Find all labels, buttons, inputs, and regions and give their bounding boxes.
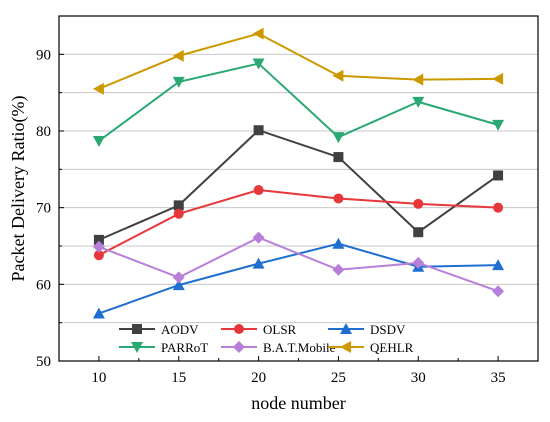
y-tick-label: 70: [36, 201, 51, 217]
x-tick-label: 30: [411, 370, 426, 386]
data-point: [332, 237, 345, 249]
legend-item: B.A.T.Mobile: [221, 340, 336, 355]
data-point: [413, 198, 424, 209]
data-point: [492, 72, 504, 85]
series-line: [98, 32, 499, 90]
series-olsr: [93, 185, 504, 261]
legend-item: OLSR: [221, 322, 297, 337]
series-aodv: [93, 125, 504, 245]
data-point: [333, 152, 344, 163]
legend-label: B.A.T.Mobile: [263, 340, 336, 355]
y-tick-label: 60: [36, 277, 51, 293]
data-point: [333, 193, 344, 204]
data-point: [252, 231, 265, 244]
data-point: [93, 234, 104, 245]
legend-item: AODV: [119, 322, 199, 337]
data-point: [332, 263, 345, 276]
x-tick-label: 25: [331, 370, 346, 386]
data-point: [172, 76, 185, 88]
legend-marker: [132, 324, 142, 334]
series-line: [98, 62, 499, 142]
legend-label: QEHLR: [370, 340, 414, 355]
data-point: [492, 285, 505, 298]
data-point: [92, 82, 104, 95]
data-point: [492, 119, 505, 131]
y-tick-label: 50: [36, 354, 51, 370]
series-qehlr: [92, 27, 504, 95]
series-line: [98, 129, 499, 241]
data-point: [253, 125, 264, 136]
legend-item: PARRoT: [119, 340, 208, 355]
data-point: [253, 185, 264, 196]
x-tick-label: 15: [171, 370, 186, 386]
data-point: [252, 27, 264, 40]
series-parrot: [92, 58, 505, 147]
data-point: [413, 227, 424, 238]
grid-lines: [59, 53, 538, 324]
legend-marker: [340, 323, 352, 334]
series-layer: [92, 27, 505, 319]
legend-item: DSDV: [328, 322, 406, 337]
y-tick-label: 80: [36, 124, 51, 140]
x-tick-label: 20: [251, 370, 266, 386]
series-dsdv: [92, 237, 505, 319]
data-point: [173, 200, 184, 211]
data-point: [492, 259, 505, 271]
data-point: [332, 69, 344, 82]
data-point: [92, 240, 105, 253]
legend-marker: [233, 341, 245, 353]
data-point: [92, 135, 105, 147]
data-point: [412, 96, 425, 108]
data-point: [252, 58, 265, 70]
data-point: [92, 307, 105, 319]
y-tick-label: 90: [36, 47, 51, 63]
legend-label: AODV: [161, 322, 199, 337]
x-tick-label: 10: [91, 370, 106, 386]
data-point: [412, 73, 424, 86]
legend-label: DSDV: [370, 322, 406, 337]
series-line: [98, 236, 499, 293]
data-point: [172, 271, 185, 284]
legend-marker: [131, 342, 143, 353]
data-point: [412, 256, 425, 269]
legend-label: PARRoT: [161, 340, 208, 355]
x-tick-label: 35: [491, 370, 506, 386]
legend-marker: [234, 324, 244, 334]
data-point: [172, 279, 185, 291]
data-point: [332, 132, 345, 144]
plot-frame: [58, 15, 539, 362]
data-point: [493, 170, 504, 181]
x-axis-title: node number: [251, 393, 345, 413]
legend-item: QEHLR: [328, 340, 414, 355]
data-point: [93, 250, 104, 261]
data-point: [493, 202, 504, 213]
legend-marker: [340, 341, 351, 353]
legend-label: OLSR: [263, 322, 297, 337]
data-point: [173, 208, 184, 219]
y-axis-title: Packet Delivery Ratio(%): [8, 96, 29, 282]
data-point: [172, 49, 184, 62]
series-b-a-t-mobile: [92, 231, 505, 298]
axis-ticks: 50 60 70 80 90 10 15 20 25 30 35: [36, 47, 506, 386]
data-point: [252, 257, 265, 269]
legend: AODV OLSR DSDV PARRoT B.A.T.Mobile QEHLR: [119, 322, 414, 355]
series-line: [98, 189, 499, 257]
